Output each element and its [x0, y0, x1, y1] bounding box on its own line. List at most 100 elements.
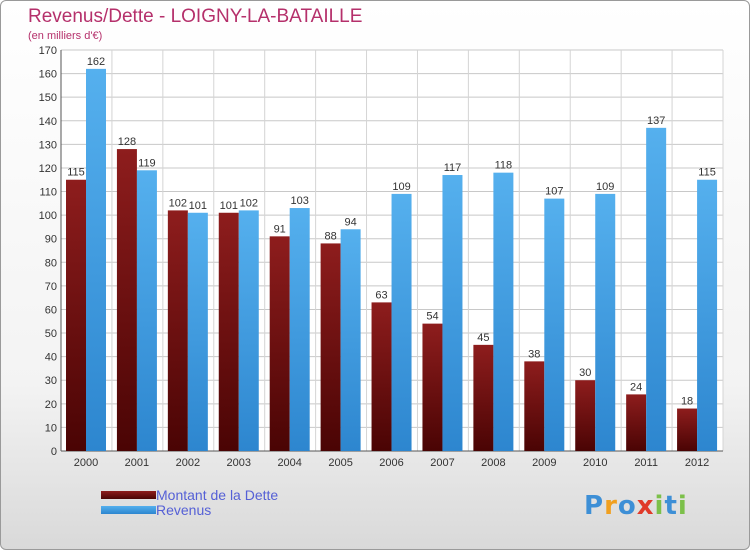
- data-label-revenus-2003: 102: [240, 197, 258, 209]
- y-tick-label: 0: [51, 446, 57, 458]
- y-tick-label: 20: [45, 399, 57, 411]
- data-label-revenus-2009: 107: [545, 186, 563, 198]
- x-tick-label: 2006: [379, 457, 403, 469]
- bar-dette-2004: [269, 236, 290, 451]
- y-tick-label: 150: [39, 92, 57, 104]
- logo-letter: x: [636, 491, 655, 521]
- x-tick-label: 2009: [532, 457, 556, 469]
- bar-dette-2008: [473, 344, 494, 451]
- bar-revenus-2001: [136, 170, 157, 452]
- data-label-revenus-2001: 119: [138, 157, 156, 169]
- bar-revenus-2012: [697, 179, 718, 451]
- data-label-dette-2012: 18: [681, 396, 693, 408]
- logo-letter: i: [677, 491, 688, 521]
- data-label-revenus-2007: 117: [444, 162, 462, 174]
- y-tick-label: 170: [39, 45, 57, 57]
- bar-revenus-2006: [391, 193, 412, 451]
- data-label-dette-2011: 24: [630, 381, 642, 393]
- bars: [66, 68, 718, 452]
- x-tick-label: 2008: [481, 457, 505, 469]
- labels: 0 10 20 30 40 50 60 70 80 90 100 110 120 130 140 150 160…: [39, 45, 716, 469]
- data-label-dette-2009: 38: [528, 348, 540, 360]
- data-label-revenus-2011: 137: [647, 115, 665, 127]
- legend-swatch-dette: [101, 490, 156, 499]
- bar-revenus-2000: [86, 68, 106, 451]
- data-label-revenus-2004: 103: [291, 195, 309, 207]
- legend: Montant de la Dette Revenus: [101, 486, 279, 518]
- legend-label-revenus: Revenus: [156, 501, 212, 518]
- legend-swatch-revenus: [101, 505, 156, 514]
- y-tick-label: 10: [45, 422, 57, 434]
- data-label-dette-2005: 88: [324, 230, 336, 242]
- x-tick-label: 2011: [634, 457, 658, 469]
- x-tick-label: 2001: [125, 457, 149, 469]
- logo-letter: i: [654, 491, 665, 521]
- bar-dette-2011: [626, 394, 647, 451]
- data-label-dette-2007: 54: [426, 311, 438, 323]
- x-tick-label: 2010: [583, 457, 607, 469]
- bar-revenus-2007: [442, 175, 463, 452]
- legend-item-dette: Montant de la Dette: [101, 486, 279, 503]
- logo-letter: o: [617, 491, 637, 521]
- chart-unit-label: (en milliers d'€): [28, 30, 103, 42]
- y-tick-label: 110: [39, 187, 57, 199]
- data-label-dette-2006: 63: [375, 289, 387, 301]
- data-label-revenus-2005: 94: [344, 216, 356, 228]
- bar-dette-2001: [116, 149, 137, 451]
- proxiti-logo: Proxiti: [584, 491, 688, 521]
- bar-revenus-2009: [544, 198, 565, 451]
- x-tick-label: 2012: [685, 457, 709, 469]
- chart-title: Revenus/Dette - LOIGNY-LA-BATAILLE: [28, 6, 363, 27]
- data-label-dette-2001: 128: [118, 136, 136, 148]
- y-tick-label: 40: [45, 352, 57, 364]
- data-label-revenus-2008: 118: [495, 160, 513, 172]
- bar-revenus-2002: [187, 212, 208, 451]
- data-label-dette-2003: 101: [220, 200, 238, 212]
- data-label-dette-2010: 30: [579, 367, 591, 379]
- logo-letter: t: [664, 491, 678, 521]
- data-label-dette-2000: 115: [67, 167, 85, 179]
- bar-dette-2000: [66, 179, 86, 451]
- data-label-dette-2004: 91: [274, 223, 286, 235]
- y-tick-label: 80: [45, 257, 57, 269]
- x-tick-label: 2007: [430, 457, 454, 469]
- y-tick-label: 70: [45, 281, 57, 293]
- bar-dette-2012: [677, 408, 698, 451]
- y-tick-label: 130: [39, 139, 57, 151]
- bar-dette-2009: [524, 361, 545, 451]
- y-tick-label: 90: [45, 234, 57, 246]
- bar-revenus-2004: [289, 208, 310, 451]
- x-tick-label: 2000: [74, 457, 98, 469]
- x-tick-label: 2005: [328, 457, 352, 469]
- y-tick-label: 160: [39, 69, 57, 81]
- y-tick-label: 120: [39, 163, 57, 175]
- bar-revenus-2010: [595, 193, 616, 451]
- data-label-revenus-2012: 115: [698, 167, 716, 179]
- bar-dette-2003: [218, 212, 239, 451]
- data-label-revenus-2006: 109: [392, 181, 410, 193]
- x-tick-label: 2003: [227, 457, 251, 469]
- bar-revenus-2003: [238, 210, 259, 451]
- y-tick-label: 30: [45, 375, 57, 387]
- y-tick-label: 50: [45, 328, 57, 340]
- bar-dette-2010: [575, 380, 596, 451]
- logo-letter: r: [604, 491, 618, 521]
- logo-letter: P: [584, 491, 605, 521]
- y-tick-label: 100: [39, 210, 57, 222]
- bar-revenus-2011: [646, 127, 667, 451]
- x-tick-label: 2004: [277, 457, 301, 469]
- data-label-revenus-2010: 109: [596, 181, 614, 193]
- data-label-dette-2008: 45: [477, 332, 489, 344]
- legend-item-revenus: Revenus: [101, 501, 278, 518]
- legend-label-dette: Montant de la Dette: [156, 486, 279, 503]
- bar-dette-2007: [422, 323, 443, 451]
- data-label-revenus-2002: 101: [189, 200, 207, 212]
- bar-dette-2006: [371, 302, 392, 451]
- bar-dette-2005: [320, 243, 341, 451]
- data-label-revenus-2000: 162: [87, 56, 105, 68]
- bar-revenus-2008: [493, 172, 514, 452]
- y-tick-label: 60: [45, 304, 57, 316]
- data-label-dette-2002: 102: [169, 197, 187, 209]
